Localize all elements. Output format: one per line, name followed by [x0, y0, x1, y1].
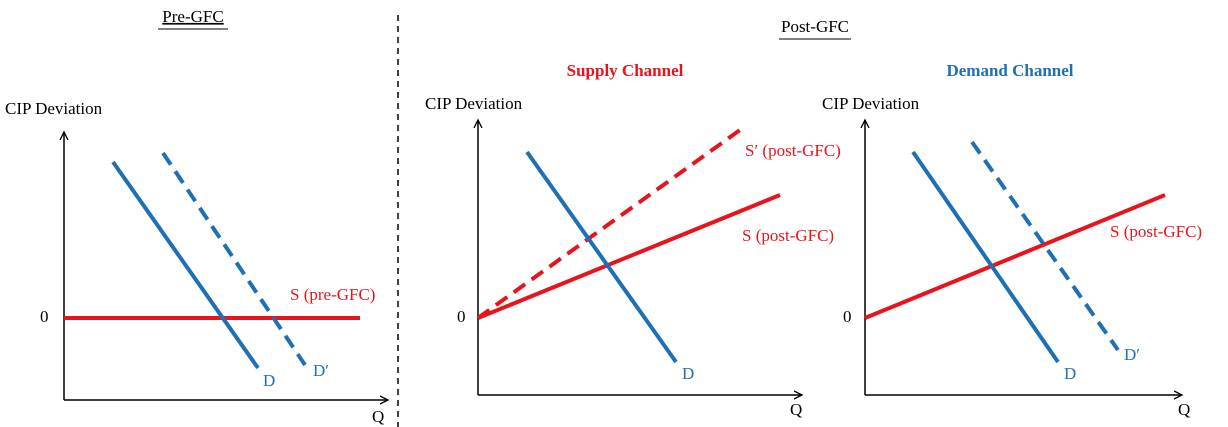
y-axis-label: CIP Deviation — [425, 94, 523, 113]
panel-title: Demand Channel — [946, 61, 1073, 80]
section-title: Post-GFC — [781, 17, 849, 36]
x-axis-label: Q — [372, 407, 384, 426]
supply-line — [477, 193, 781, 320]
supply-label: S (post-GFC) — [742, 226, 834, 245]
panel-title: Pre-GFC — [162, 7, 223, 26]
supply-shift-line — [476, 128, 742, 320]
supply-shift-label: S′ (post-GFC) — [745, 141, 841, 160]
demand-label: D — [682, 364, 694, 383]
y-axis-label: CIP Deviation — [822, 94, 920, 113]
supply-line — [864, 193, 1166, 320]
supply-label: S (post-GFC) — [1110, 222, 1202, 241]
zero-label: 0 — [40, 307, 49, 326]
panel-title: Supply Channel — [567, 61, 684, 80]
zero-label: 0 — [843, 307, 852, 326]
zero-label: 0 — [457, 307, 466, 326]
demand-line — [911, 150, 1060, 364]
demand-shift-label: D′ — [313, 361, 329, 380]
x-axis-label: Q — [1178, 400, 1190, 419]
demand-shift-label: D′ — [1124, 345, 1140, 364]
demand-line — [525, 150, 678, 364]
demand-label: D — [1064, 364, 1076, 383]
y-axis-label: CIP Deviation — [5, 99, 103, 118]
demand-label: D — [263, 371, 275, 390]
supply-label: S (pre-GFC) — [290, 285, 375, 304]
x-axis-label: Q — [790, 400, 802, 419]
demand-shift-line — [970, 140, 1120, 352]
demand-line — [111, 160, 260, 370]
